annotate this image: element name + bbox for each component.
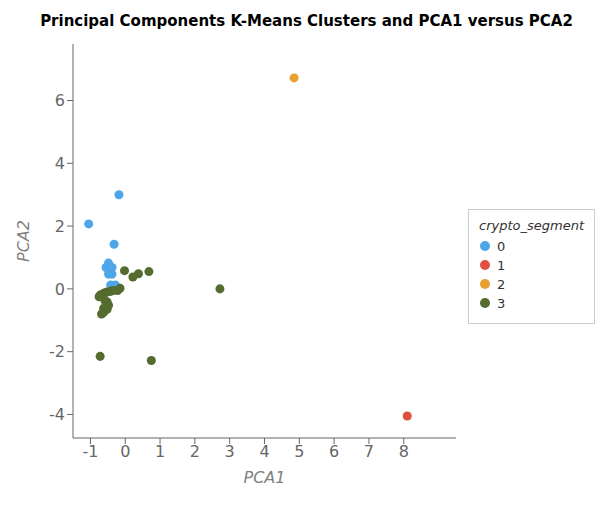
svg-text:7: 7 xyxy=(364,442,374,461)
svg-text:0: 0 xyxy=(55,280,65,299)
svg-text:-2: -2 xyxy=(49,342,65,361)
svg-text:6: 6 xyxy=(55,91,65,110)
svg-text:8: 8 xyxy=(399,442,409,461)
html-text:0: 0 xyxy=(497,238,506,254)
svg-text:6: 6 xyxy=(329,442,339,461)
svg-text:4: 4 xyxy=(259,442,269,461)
svg-text:2: 2 xyxy=(55,217,65,236)
svg-text:0: 0 xyxy=(120,442,130,461)
svg-text:2: 2 xyxy=(190,442,200,461)
svg-text:4: 4 xyxy=(55,154,65,173)
svg-text:PCA2: PCA2 xyxy=(14,220,33,262)
svg-text:5: 5 xyxy=(294,442,304,461)
html-text:Principal Components K-Means C: Principal Components K-Means Clusters an… xyxy=(40,12,573,30)
svg-text:3: 3 xyxy=(225,442,235,461)
svg-text:-4: -4 xyxy=(49,405,65,424)
html-text:crypto_segment: crypto_segment xyxy=(479,217,584,233)
svg-text:PCA1: PCA1 xyxy=(244,468,286,487)
svg-text:-1: -1 xyxy=(82,442,98,461)
svg-text:1: 1 xyxy=(155,442,165,461)
html-text:2: 2 xyxy=(497,276,506,292)
html-text:3: 3 xyxy=(497,295,506,311)
html-text:1: 1 xyxy=(497,257,506,273)
